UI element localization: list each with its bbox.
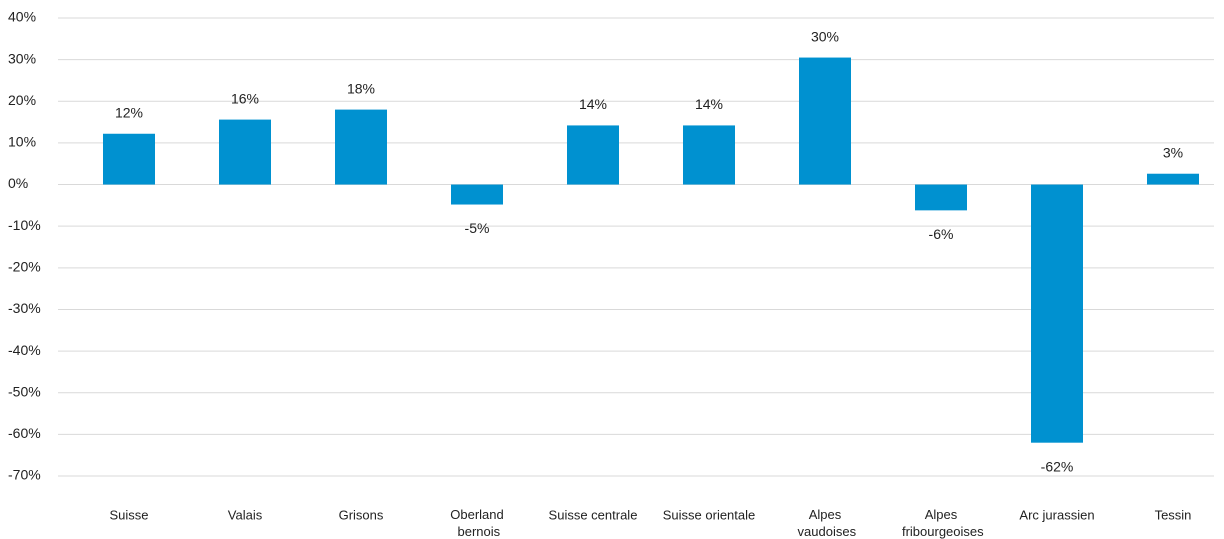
x-tick-label: Grisons (339, 507, 384, 522)
x-tick-label: Oberland bernois (450, 507, 503, 539)
data-label: 30% (811, 28, 839, 44)
data-label: 14% (695, 96, 723, 112)
y-tick-label: 10% (8, 134, 36, 150)
bar (1147, 173, 1199, 185)
bar (103, 133, 155, 185)
y-tick-label: -40% (8, 342, 41, 358)
bar (451, 184, 503, 205)
y-tick-label: -60% (8, 425, 41, 441)
y-tick-label: 30% (8, 50, 36, 66)
y-tick-label: -70% (8, 467, 41, 483)
bar (567, 125, 619, 185)
x-tick-label: Alpes vaudoises (794, 507, 857, 539)
data-label: 18% (347, 80, 375, 96)
bar (219, 119, 271, 185)
data-label: -62% (1041, 458, 1074, 474)
y-tick-label: 20% (8, 92, 36, 108)
x-tick-label: Tessin (1155, 507, 1192, 522)
bar (915, 184, 967, 211)
bar (1031, 184, 1083, 443)
data-label: -6% (929, 226, 954, 242)
y-tick-label: -20% (8, 259, 41, 275)
y-tick-label: -30% (8, 300, 41, 316)
y-tick-label: -10% (8, 217, 41, 233)
data-label: 12% (115, 104, 143, 120)
bar (335, 109, 387, 185)
x-tick-label: Valais (228, 507, 263, 522)
x-tick-label: Suisse centrale (549, 507, 638, 522)
x-tick-label: Suisse orientale (663, 507, 756, 522)
y-tick-label: 40% (8, 9, 36, 25)
bar (799, 57, 851, 185)
y-tick-label: -50% (8, 383, 41, 399)
data-label: -5% (465, 220, 490, 236)
x-tick-label: Arc jurassien (1019, 507, 1094, 522)
y-tick-label: 0% (8, 175, 28, 191)
data-label: 3% (1163, 144, 1183, 160)
bar (683, 125, 735, 185)
data-label: 16% (231, 90, 259, 106)
x-tick-label: Suisse (109, 507, 148, 522)
x-tick-label: Alpes fribourgeoises (898, 507, 984, 539)
data-label: 14% (579, 96, 607, 112)
